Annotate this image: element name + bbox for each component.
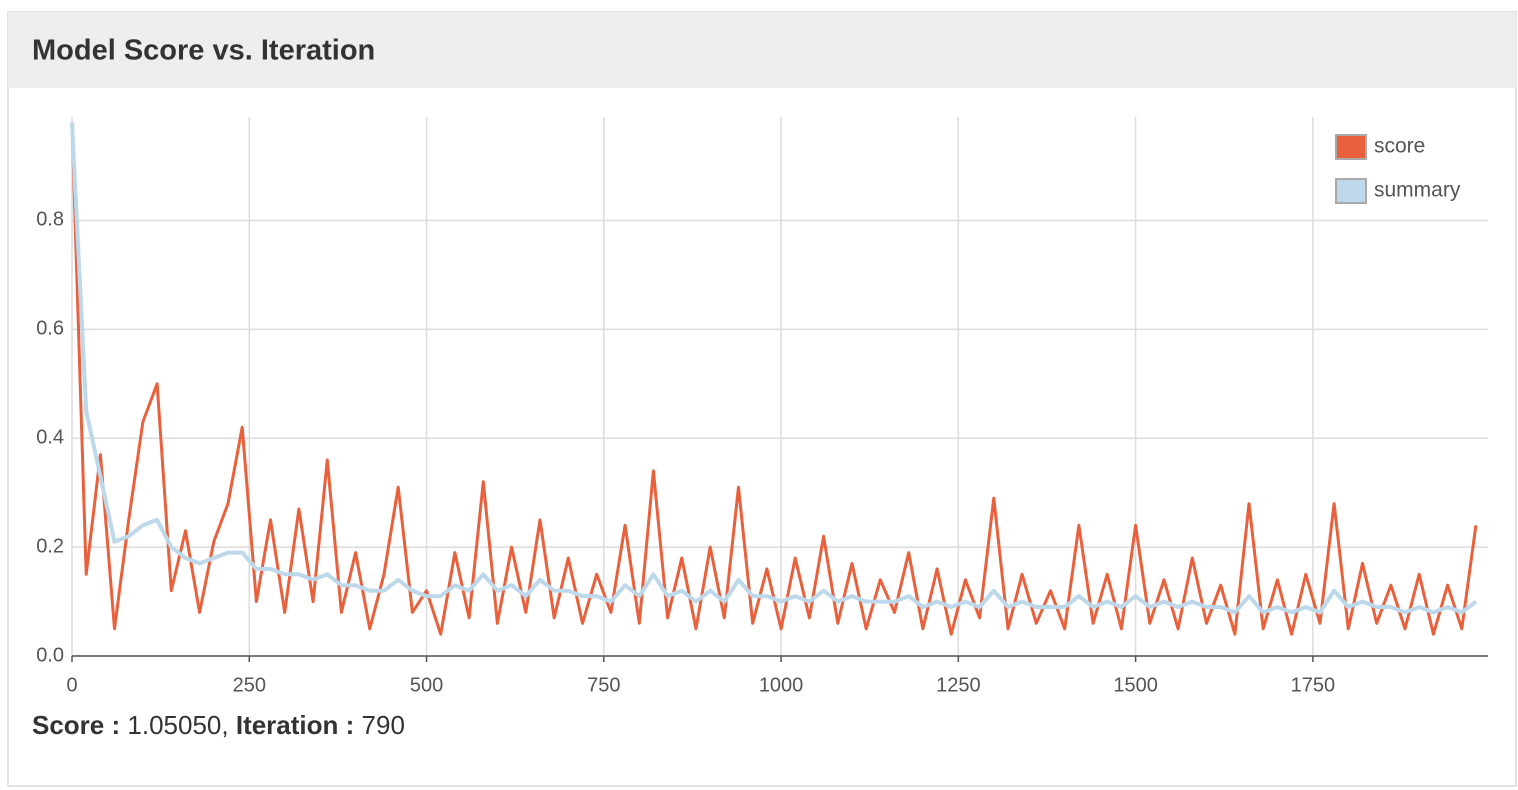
legend-swatch bbox=[1335, 178, 1367, 204]
y-tick-label: 0.8 bbox=[36, 209, 64, 231]
x-tick-label: 1500 bbox=[1113, 674, 1158, 696]
y-tick-label: 0.0 bbox=[36, 644, 64, 666]
y-tick-label: 0.2 bbox=[36, 535, 64, 557]
x-tick-label: 750 bbox=[587, 674, 620, 696]
x-tick-label: 500 bbox=[410, 674, 443, 696]
x-tick-label: 0 bbox=[66, 674, 77, 696]
iteration-label: Iteration : bbox=[236, 710, 354, 740]
score-label: Score : bbox=[32, 710, 120, 740]
chart-title: Model Score vs. Iteration bbox=[32, 35, 375, 67]
legend-swatch bbox=[1335, 134, 1367, 160]
legend-label: summary bbox=[1374, 179, 1461, 202]
panel-frame bbox=[7, 11, 1517, 787]
iteration-value: 790 bbox=[362, 710, 405, 740]
panel-header bbox=[8, 12, 1516, 88]
legend-label: score bbox=[1374, 135, 1425, 158]
y-tick-label: 0.4 bbox=[36, 427, 64, 449]
x-tick-label: 250 bbox=[233, 674, 266, 696]
score-value: 1.05050, bbox=[127, 710, 228, 740]
status-line: Score : 1.05050, Iteration : 790 bbox=[32, 710, 405, 740]
x-tick-label: 1750 bbox=[1291, 674, 1336, 696]
x-tick-label: 1250 bbox=[936, 674, 981, 696]
plot-area: 0.0 0.2 0.4 0.6 0.8 0 250 500 750 1000 1250 1500 175… bbox=[36, 117, 1488, 696]
x-tick-label: 1000 bbox=[759, 674, 804, 696]
series-line bbox=[70, 122, 1478, 615]
y-tick-label: 0.6 bbox=[36, 318, 64, 340]
